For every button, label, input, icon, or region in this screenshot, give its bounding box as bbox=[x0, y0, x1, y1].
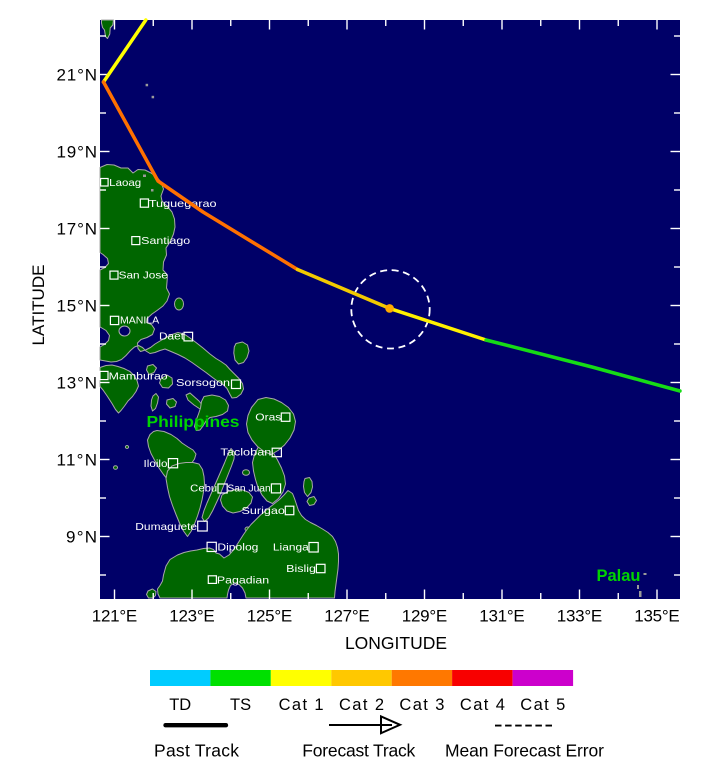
svg-text:Cat 3: Cat 3 bbox=[399, 696, 444, 714]
svg-text:Tuguegarao: Tuguegarao bbox=[149, 198, 217, 210]
svg-text:133°E: 133°E bbox=[557, 607, 603, 626]
svg-text:9°N: 9°N bbox=[66, 528, 97, 547]
svg-text:Oras: Oras bbox=[255, 411, 281, 423]
svg-text:Mamburao: Mamburao bbox=[109, 370, 168, 382]
svg-text:Dumaguete: Dumaguete bbox=[135, 521, 197, 533]
svg-text:Forecast Track: Forecast Track bbox=[302, 741, 415, 759]
svg-text:125°E: 125°E bbox=[247, 607, 293, 626]
svg-text:123°E: 123°E bbox=[169, 607, 215, 626]
svg-text:19°N: 19°N bbox=[57, 143, 98, 162]
svg-text:11°N: 11°N bbox=[57, 451, 98, 470]
svg-text:Pagadian: Pagadian bbox=[217, 574, 269, 586]
svg-text:Cat 1: Cat 1 bbox=[279, 696, 324, 714]
svg-text:Dipolog: Dipolog bbox=[217, 541, 258, 553]
svg-text:Cat 2: Cat 2 bbox=[339, 696, 384, 714]
svg-text:129°E: 129°E bbox=[402, 607, 448, 626]
svg-text:131°E: 131°E bbox=[479, 607, 525, 626]
svg-text:21°N: 21°N bbox=[57, 66, 98, 85]
svg-text:Cat 5: Cat 5 bbox=[520, 696, 565, 714]
svg-text:Sorsogon: Sorsogon bbox=[176, 377, 230, 389]
svg-text:135°E: 135°E bbox=[634, 607, 680, 626]
svg-text:Iloilo: Iloilo bbox=[144, 458, 168, 470]
svg-text:17°N: 17°N bbox=[57, 220, 98, 239]
svg-text:San Jose: San Jose bbox=[119, 270, 168, 282]
svg-text:MANILA: MANILA bbox=[120, 315, 159, 327]
svg-text:Bislig: Bislig bbox=[286, 563, 316, 575]
svg-text:Cebu: Cebu bbox=[190, 483, 217, 495]
svg-text:Tacloban: Tacloban bbox=[220, 447, 271, 459]
svg-text:Lianga: Lianga bbox=[273, 542, 309, 554]
svg-text:Daet: Daet bbox=[159, 330, 184, 342]
svg-text:TS: TS bbox=[230, 696, 251, 714]
svg-text:Palau: Palau bbox=[597, 566, 641, 585]
svg-text:127°E: 127°E bbox=[324, 607, 370, 626]
svg-text:Philippines: Philippines bbox=[147, 414, 240, 431]
svg-text:Mean Forecast Error: Mean Forecast Error bbox=[445, 741, 604, 759]
svg-text:121°E: 121°E bbox=[92, 607, 138, 626]
svg-text:San Juan: San Juan bbox=[227, 483, 270, 495]
svg-text:LATITUDE: LATITUDE bbox=[29, 265, 48, 346]
svg-text:Cat 4: Cat 4 bbox=[460, 696, 505, 714]
svg-text:Past Track: Past Track bbox=[154, 741, 239, 759]
svg-text:LONGITUDE: LONGITUDE bbox=[345, 633, 447, 653]
svg-text:13°N: 13°N bbox=[57, 374, 98, 393]
svg-text:Laoag: Laoag bbox=[109, 177, 141, 189]
svg-text:Surigao: Surigao bbox=[242, 505, 286, 517]
svg-text:15°N: 15°N bbox=[57, 297, 98, 316]
svg-text:Santiago: Santiago bbox=[141, 235, 190, 247]
svg-text:TD: TD bbox=[169, 696, 191, 714]
